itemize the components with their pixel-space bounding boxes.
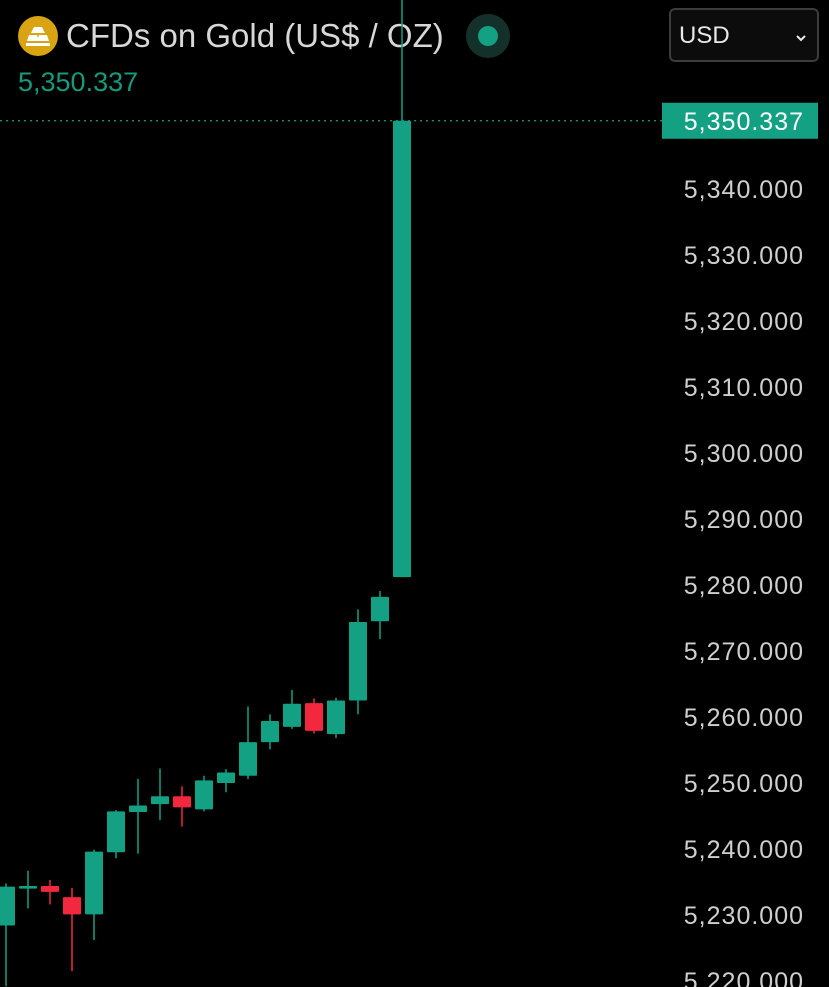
status-dot-icon xyxy=(478,26,498,46)
price-axis-tick-label: 5,330.000 xyxy=(684,242,804,270)
price-axis-tick-label: 5,240.000 xyxy=(684,836,804,864)
price-axis-tick-label: 5,280.000 xyxy=(684,572,804,600)
candle-body-up[interactable] xyxy=(151,796,169,805)
candle-body-up[interactable] xyxy=(283,703,301,727)
candle-body-up[interactable] xyxy=(393,120,411,578)
candle-body-up[interactable] xyxy=(349,621,367,701)
price-axis-tick-label: 5,230.000 xyxy=(684,902,804,930)
candle-body-up[interactable] xyxy=(261,720,279,743)
candle-body-up[interactable] xyxy=(239,742,257,776)
candle-body-up[interactable] xyxy=(195,780,213,810)
candle-body-up[interactable] xyxy=(19,885,37,889)
price-axis-tick-label: 5,290.000 xyxy=(684,506,804,534)
instrument-title: CFDs on Gold (US$ / OZ) xyxy=(66,17,444,54)
candle-body-down[interactable] xyxy=(305,703,323,731)
candle-body-up[interactable] xyxy=(327,700,345,735)
price-axis-tick-label: 5,220.000 xyxy=(684,968,804,987)
candle-body-down[interactable] xyxy=(63,897,81,915)
price-axis-tick-label: 5,260.000 xyxy=(684,704,804,732)
candle-body-up[interactable] xyxy=(107,811,125,853)
price-axis-tick-label: 5,310.000 xyxy=(684,374,804,402)
price-axis-tick-label: 5,270.000 xyxy=(684,638,804,666)
current-price: 5,350.337 xyxy=(18,67,139,97)
chart-header: CFDs on Gold (US$ / OZ) 5,350.337 USD xyxy=(0,0,829,100)
chevron-down-icon xyxy=(795,30,807,48)
price-axis-tick-label: 5,250.000 xyxy=(684,770,804,798)
gold-bars-icon xyxy=(18,16,58,56)
candle-body-down[interactable] xyxy=(173,796,191,808)
price-axis-tick-label: 5,340.000 xyxy=(684,176,804,204)
candle-body-up[interactable] xyxy=(129,805,147,813)
candle-body-up[interactable] xyxy=(217,772,235,783)
price-axis-tick-label: 5,320.000 xyxy=(684,308,804,336)
candle-body-down[interactable] xyxy=(41,885,59,892)
candle-body-up[interactable] xyxy=(0,886,15,926)
candle-body-up[interactable] xyxy=(371,596,389,622)
price-axis-tick-label: 5,300.000 xyxy=(684,440,804,468)
currency-selected-value: USD xyxy=(679,22,730,49)
market-status-indicator xyxy=(466,14,510,58)
currency-select[interactable]: USD xyxy=(669,8,819,62)
last-price-tag-label: 5,350.337 xyxy=(684,108,804,136)
last-price-tag xyxy=(662,102,818,139)
candle-body-up[interactable] xyxy=(85,851,103,915)
